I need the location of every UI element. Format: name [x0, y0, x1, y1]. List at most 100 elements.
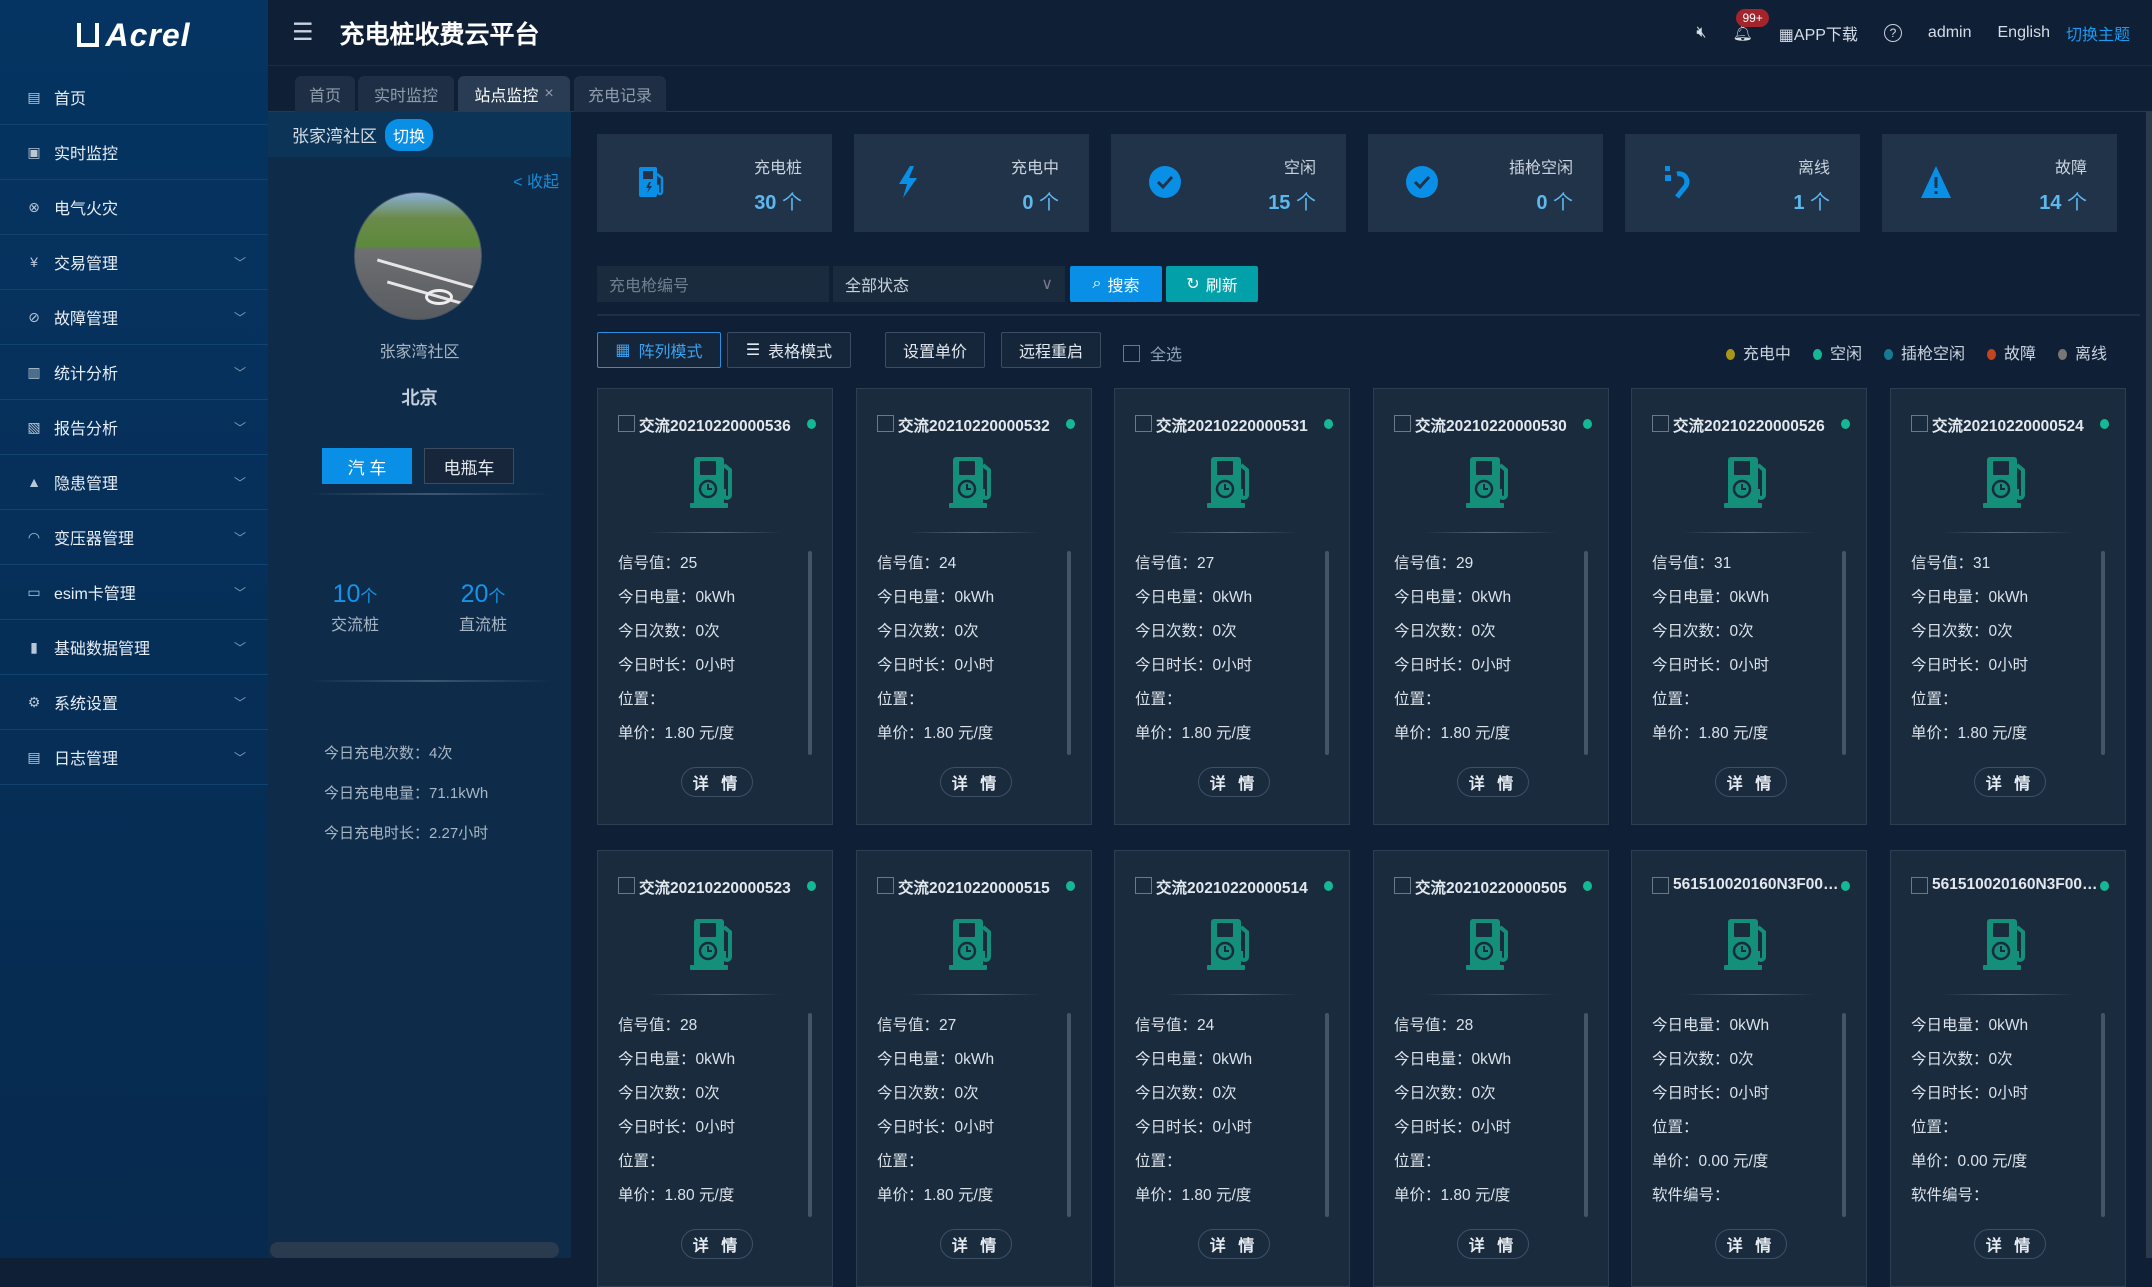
charger-checkbox[interactable]: [1652, 415, 1669, 432]
site-city: 北京: [401, 388, 438, 408]
card-scrollbar[interactable]: [2101, 1013, 2105, 1217]
sidebar-item-0[interactable]: ▤ 首页: [0, 70, 268, 125]
tab-0[interactable]: 首页: [295, 76, 355, 112]
main-scrollbar[interactable]: [2146, 112, 2152, 1258]
user-menu[interactable]: admin: [1927, 24, 1972, 41]
help-icon[interactable]: ?: [1883, 24, 1902, 42]
charger-checkbox[interactable]: [1394, 877, 1411, 894]
collapse-panel-link[interactable]: < 收起: [513, 174, 559, 191]
select-all-checkbox[interactable]: 全选: [1123, 341, 1182, 365]
volume-mute-icon[interactable]: 🔇︎: [1696, 24, 1707, 41]
fire-icon: ⊗: [28, 198, 40, 215]
stat-card-4[interactable]: 离线 1 个: [1625, 134, 1860, 232]
switch-site-button[interactable]: 切换: [385, 118, 434, 151]
card-scrollbar[interactable]: [1067, 1013, 1071, 1217]
charger-checkbox[interactable]: [1394, 415, 1411, 432]
detail-button[interactable]: 详 情: [940, 767, 1012, 797]
charger-field: 今日电量：0kWh: [1652, 1017, 1770, 1034]
sidebar-item-4[interactable]: ⊘ 故障管理 ﹀: [0, 290, 268, 345]
charger-checkbox[interactable]: [1911, 877, 1928, 894]
card-scrollbar[interactable]: [808, 551, 812, 755]
sidebar-item-5[interactable]: ▥ 统计分析 ﹀: [0, 345, 268, 400]
card-scrollbar[interactable]: [808, 1013, 812, 1217]
stat-value: 1 个: [1793, 192, 1830, 214]
close-tab-icon[interactable]: ×: [544, 85, 554, 102]
sidebar-item-7[interactable]: ▲ 隐患管理 ﹀: [0, 455, 268, 510]
charger-checkbox[interactable]: [1652, 877, 1669, 894]
menu-toggle-icon[interactable]: ☰: [292, 19, 314, 46]
charger-card: 交流20210220000531 信号值：27 今日电量：0kWh 今日次数：0次今…: [1114, 388, 1350, 825]
card-scrollbar[interactable]: [2101, 551, 2105, 755]
car-type-button[interactable]: 汽 车: [322, 448, 412, 484]
tab-1[interactable]: 实时监控: [358, 76, 454, 112]
set-price-button[interactable]: 设置单价: [885, 332, 985, 368]
sidebar-item-12[interactable]: ▤ 日志管理 ﹀: [0, 730, 268, 785]
detail-button[interactable]: 详 情: [1457, 1229, 1529, 1259]
stat-card-1[interactable]: 充电中 0 个: [854, 134, 1089, 232]
sidebar-item-8[interactable]: ◠ 变压器管理 ﹀: [0, 510, 268, 565]
notification-bell-icon[interactable]: 🔔︎ 99+: [1732, 9, 1769, 43]
refresh-button[interactable]: ↻ 刷新: [1166, 266, 1258, 302]
charger-checkbox[interactable]: [618, 877, 635, 894]
detail-button[interactable]: 详 情: [1974, 1229, 2046, 1259]
status-select[interactable]: 全部状态 ∨: [833, 266, 1065, 302]
warning-icon: ▲: [27, 474, 41, 490]
charger-checkbox[interactable]: [877, 877, 894, 894]
sidebar-item-1[interactable]: ▣ 实时监控: [0, 125, 268, 180]
wrench-icon: ⊘: [28, 308, 40, 325]
charging-pile-icon: [1207, 917, 1257, 971]
theme-switch[interactable]: 切换主题: [2065, 27, 2130, 44]
acrel-logo: Acrel: [0, 0, 268, 70]
sidebar-item-9[interactable]: ▭ esim卡管理 ﹀: [0, 565, 268, 620]
sidebar-item-10[interactable]: ▮ 基础数据管理 ﹀: [0, 620, 268, 675]
card-scrollbar[interactable]: [1842, 1013, 1846, 1217]
gun-number-input[interactable]: 充电枪编号: [597, 266, 829, 302]
detail-button[interactable]: 详 情: [1457, 767, 1529, 797]
card-scrollbar[interactable]: [1067, 551, 1071, 755]
charger-field: 今日时长：0小时: [618, 657, 736, 674]
card-scrollbar[interactable]: [1325, 551, 1329, 755]
detail-button[interactable]: 详 情: [1715, 1229, 1787, 1259]
sidebar-item-6[interactable]: ▧ 报告分析 ﹀: [0, 400, 268, 455]
charger-checkbox[interactable]: [618, 415, 635, 432]
charger-name: 交流20210220000531: [1156, 418, 1308, 435]
charger-checkbox[interactable]: [1911, 415, 1928, 432]
language-switch[interactable]: English: [1997, 24, 2050, 41]
report-icon: ▧: [27, 418, 41, 435]
detail-button[interactable]: 详 情: [1715, 767, 1787, 797]
stat-card-0[interactable]: 充电桩 30 个: [597, 134, 832, 232]
stat-card-2[interactable]: 空闲 15 个: [1111, 134, 1346, 232]
card-scrollbar[interactable]: [1325, 1013, 1329, 1217]
detail-button[interactable]: 详 情: [681, 1229, 753, 1259]
detail-button[interactable]: 详 情: [1198, 1229, 1270, 1259]
search-button[interactable]: ⌕ 搜索: [1070, 266, 1162, 302]
sidebar-item-11[interactable]: ⚙ 系统设置 ﹀: [0, 675, 268, 730]
remote-restart-button[interactable]: 远程重启: [1001, 332, 1101, 368]
detail-button[interactable]: 详 情: [1198, 767, 1270, 797]
chevron-down-icon: ﹀: [233, 420, 246, 435]
charger-field: 今日时长：0小时: [1652, 657, 1770, 674]
array-mode-button[interactable]: ▦ 阵列模式: [597, 332, 721, 368]
sidebar-item-3[interactable]: ¥ 交易管理 ﹀: [0, 235, 268, 290]
tab-2[interactable]: 站点监控 ×: [458, 76, 570, 112]
detail-button[interactable]: 详 情: [681, 767, 753, 797]
table-mode-button[interactable]: ☰ 表格模式: [727, 332, 851, 368]
panel-scrollbar[interactable]: [270, 1242, 559, 1258]
tab-3[interactable]: 充电记录: [574, 76, 666, 112]
stat-card-3[interactable]: 插枪空闲 0 个: [1368, 134, 1603, 232]
status-dot: [1812, 349, 1822, 361]
stat-card-5[interactable]: 故障 14 个: [1882, 134, 2117, 232]
card-scrollbar[interactable]: [1584, 551, 1588, 755]
charger-checkbox[interactable]: [1135, 877, 1152, 894]
app-download-link[interactable]: ▦APP下载: [1778, 27, 1858, 44]
card-scrollbar[interactable]: [1842, 551, 1846, 755]
sidebar-item-2[interactable]: ⊗ 电气火灾: [0, 180, 268, 235]
charger-checkbox[interactable]: [1135, 415, 1152, 432]
charger-checkbox[interactable]: [877, 415, 894, 432]
ebike-type-button[interactable]: 电瓶车: [424, 448, 514, 484]
charging-pile-icon: [690, 455, 740, 509]
card-scrollbar[interactable]: [1584, 1013, 1588, 1217]
charger-name: 交流20210220000532: [898, 418, 1050, 435]
detail-button[interactable]: 详 情: [1974, 767, 2046, 797]
detail-button[interactable]: 详 情: [940, 1229, 1012, 1259]
